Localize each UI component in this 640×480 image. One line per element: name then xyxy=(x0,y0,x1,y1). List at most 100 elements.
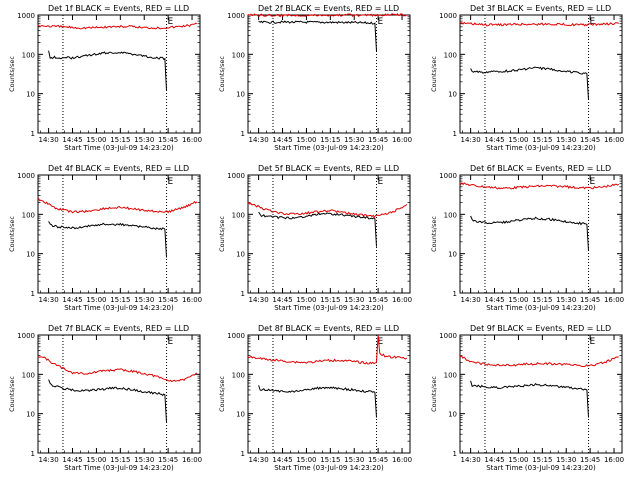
chart-title: Det 3f BLACK = Events, RED = LLD xyxy=(470,4,611,13)
y-tick-label: 1 xyxy=(31,130,35,138)
x-tick-label: 15:00 xyxy=(296,456,316,464)
y-axis-label: Counts/sec xyxy=(8,376,16,412)
y-tick-label: 1 xyxy=(241,290,245,298)
x-tick-label: 15:45 xyxy=(368,136,388,144)
x-tick-label: 14:45 xyxy=(62,296,82,304)
y-tick-label: 1 xyxy=(241,450,245,458)
x-tick-label: 15:00 xyxy=(508,296,528,304)
y-axis-label: Counts/sec xyxy=(8,216,16,252)
y-tick-label: 10 xyxy=(448,411,457,419)
y-tick-label: 100 xyxy=(444,51,457,59)
x-tick-label: 15:15 xyxy=(532,296,552,304)
y-tick-label: 1 xyxy=(31,290,35,298)
lld-series-line xyxy=(459,21,619,27)
x-axis-label: Start Time (03-Jul-09 14:23:20) xyxy=(274,464,384,472)
x-axis-label: Start Time (03-Jul-09 14:23:20) xyxy=(64,144,174,152)
y-tick-label: 100 xyxy=(232,211,245,219)
x-tick-label: 15:15 xyxy=(320,136,340,144)
x-tick-label: 14:45 xyxy=(62,456,82,464)
x-tick-label: 15:45 xyxy=(158,296,178,304)
x-tick-label: 14:30 xyxy=(249,456,269,464)
x-tick-label: 15:00 xyxy=(508,136,528,144)
events-series-line xyxy=(48,221,167,258)
x-tick-label: 15:15 xyxy=(320,296,340,304)
event-marker-label: E xyxy=(168,17,174,27)
x-tick-label: 15:00 xyxy=(86,136,106,144)
y-tick-label: 10 xyxy=(26,91,35,99)
chart-title: Det 7f BLACK = Events, RED = LLD xyxy=(48,324,189,333)
y-axis-label: Counts/sec xyxy=(218,216,226,252)
lld-series-line xyxy=(37,197,198,214)
chart-panel-4: Det 4f BLACK = Events, RED = LLD 1 10 100 10… xyxy=(8,164,202,312)
x-tick-label: 15:45 xyxy=(158,456,178,464)
chart-panel-3: Det 3f BLACK = Events, RED = LLD 1 10 100 10… xyxy=(430,4,624,152)
lld-series-line xyxy=(247,13,408,18)
x-tick-label: 14:45 xyxy=(484,456,504,464)
plot-frame xyxy=(459,174,623,294)
x-tick-label: 15:00 xyxy=(508,456,528,464)
x-tick-label: 16:00 xyxy=(182,136,202,144)
x-tick-label: 15:45 xyxy=(368,296,388,304)
x-tick-label: 15:30 xyxy=(344,136,364,144)
y-tick-label: 10 xyxy=(448,91,457,99)
plot-frame xyxy=(247,14,411,134)
y-tick-label: 1000 xyxy=(439,332,457,340)
chart-panel-7: Det 7f BLACK = Events, RED = LLD 1 10 100 10… xyxy=(8,324,202,472)
chart-panel-2: Det 2f BLACK = Events, RED = LLD 1 10 100 10… xyxy=(218,4,412,152)
x-tick-label: 15:00 xyxy=(296,136,316,144)
y-axis-label: Counts/sec xyxy=(8,56,16,92)
event-marker-label: E xyxy=(168,177,174,187)
x-tick-label: 14:45 xyxy=(484,296,504,304)
chart-panel-6: Det 6f BLACK = Events, RED = LLD 1 10 100 10… xyxy=(430,164,624,312)
x-axis-label: Start Time (03-Jul-09 14:23:20) xyxy=(486,464,596,472)
y-tick-label: 10 xyxy=(26,411,35,419)
x-axis-label: Start Time (03-Jul-09 14:23:20) xyxy=(274,144,384,152)
x-tick-label: 15:30 xyxy=(134,136,154,144)
x-tick-label: 16:00 xyxy=(392,456,412,464)
x-tick-label: 14:30 xyxy=(461,296,481,304)
y-tick-label: 100 xyxy=(444,211,457,219)
y-tick-label: 100 xyxy=(444,371,457,379)
events-series-line xyxy=(470,215,589,251)
x-tick-label: 14:30 xyxy=(39,456,59,464)
x-tick-label: 14:30 xyxy=(249,296,269,304)
y-axis-label: Counts/sec xyxy=(430,216,438,252)
x-tick-label: 15:30 xyxy=(556,136,576,144)
x-axis-label: Start Time (03-Jul-09 14:23:20) xyxy=(486,144,596,152)
x-tick-label: 16:00 xyxy=(182,456,202,464)
events-series-line xyxy=(48,50,167,91)
events-series-line xyxy=(470,380,589,418)
x-tick-label: 15:15 xyxy=(110,296,130,304)
x-tick-label: 15:45 xyxy=(158,136,178,144)
chart-panel-1: Det 1f BLACK = Events, RED = LLD 1 10 100 10… xyxy=(8,4,202,152)
x-tick-label: 16:00 xyxy=(182,296,202,304)
chart-title: Det 9f BLACK = Events, RED = LLD xyxy=(470,324,611,333)
x-tick-label: 16:00 xyxy=(392,296,412,304)
x-tick-label: 15:45 xyxy=(580,136,600,144)
event-marker-label: E xyxy=(378,17,384,27)
y-tick-label: 1 xyxy=(453,290,457,298)
y-axis-label: Counts/sec xyxy=(218,376,226,412)
event-marker-label: E xyxy=(590,177,596,187)
chart-title: Det 1f BLACK = Events, RED = LLD xyxy=(48,4,189,13)
x-tick-label: 15:15 xyxy=(532,456,552,464)
x-axis-label: Start Time (03-Jul-09 14:23:20) xyxy=(64,304,174,312)
y-tick-label: 1000 xyxy=(227,172,245,180)
event-marker-label: E xyxy=(590,17,596,27)
y-tick-label: 100 xyxy=(22,371,35,379)
x-tick-label: 15:00 xyxy=(296,296,316,304)
y-tick-label: 1 xyxy=(453,130,457,138)
y-tick-label: 10 xyxy=(236,411,245,419)
y-tick-label: 100 xyxy=(232,371,245,379)
plot-frame xyxy=(459,334,623,454)
x-tick-label: 15:30 xyxy=(344,456,364,464)
x-tick-label: 14:30 xyxy=(461,456,481,464)
y-tick-label: 1 xyxy=(453,450,457,458)
event-marker-label: E xyxy=(168,337,174,347)
x-tick-label: 15:15 xyxy=(110,136,130,144)
x-tick-label: 16:00 xyxy=(604,456,624,464)
x-tick-label: 14:30 xyxy=(461,136,481,144)
x-tick-label: 14:45 xyxy=(272,296,292,304)
events-series-line xyxy=(48,379,167,423)
x-tick-label: 14:30 xyxy=(249,136,269,144)
